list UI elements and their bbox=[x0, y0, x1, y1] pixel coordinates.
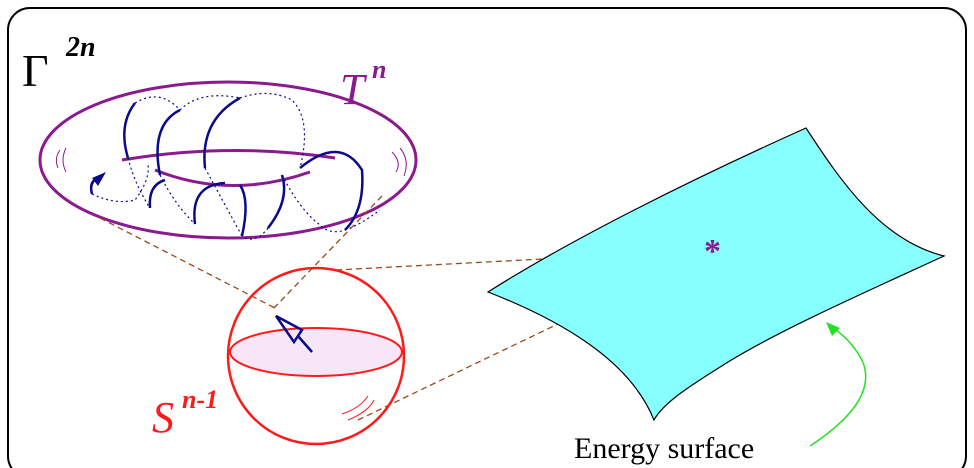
trajectory-arc-5 bbox=[193, 181, 226, 225]
trajectory bbox=[89, 96, 364, 237]
trajectory-arc-4 bbox=[148, 178, 166, 209]
link-torus-left bbox=[99, 217, 276, 309]
torus-hole-lower bbox=[154, 168, 311, 187]
surface-pointer-arrow bbox=[809, 325, 867, 447]
frame bbox=[7, 7, 967, 468]
surface-point-marker: * bbox=[704, 233, 721, 270]
trajectory-arc-2 bbox=[156, 108, 181, 176]
sphere-outline bbox=[226, 266, 406, 446]
trajectory-arc-1 bbox=[123, 102, 137, 159]
trajectory-hidden bbox=[91, 92, 381, 240]
trajectory-arc-6 bbox=[238, 184, 247, 237]
sphere-equator-fill bbox=[230, 328, 402, 376]
torus-shading-right bbox=[391, 147, 407, 177]
sphere-shading bbox=[341, 395, 375, 421]
energy-surface bbox=[486, 127, 946, 422]
trajectory-arc-7 bbox=[299, 150, 364, 231]
energy-surface-label: Energy surface bbox=[574, 432, 754, 465]
trajectory-arc-3 bbox=[203, 96, 241, 169]
phase-space-label: Γ bbox=[22, 45, 49, 96]
link-sphere-bottom-surface bbox=[357, 249, 713, 421]
sphere-equator bbox=[228, 327, 404, 377]
torus-outline bbox=[38, 80, 418, 240]
torus-hole-upper bbox=[121, 148, 336, 162]
link-torus-right bbox=[271, 195, 383, 311]
trajectory-arc-8 bbox=[267, 174, 286, 229]
torus-label: T bbox=[340, 65, 368, 114]
sphere bbox=[226, 266, 406, 446]
direction-vector-icon bbox=[274, 314, 313, 353]
arrowhead-icon bbox=[826, 322, 840, 336]
torus-shading-left bbox=[55, 147, 67, 173]
sphere-label: S bbox=[152, 393, 174, 442]
torus bbox=[38, 80, 418, 240]
sphere-exponent: n-1 bbox=[182, 385, 218, 414]
torus-exponent: n bbox=[372, 55, 386, 84]
trajectory-arrow-icon bbox=[92, 172, 106, 186]
phase-space-exponent: 2n bbox=[65, 32, 96, 63]
